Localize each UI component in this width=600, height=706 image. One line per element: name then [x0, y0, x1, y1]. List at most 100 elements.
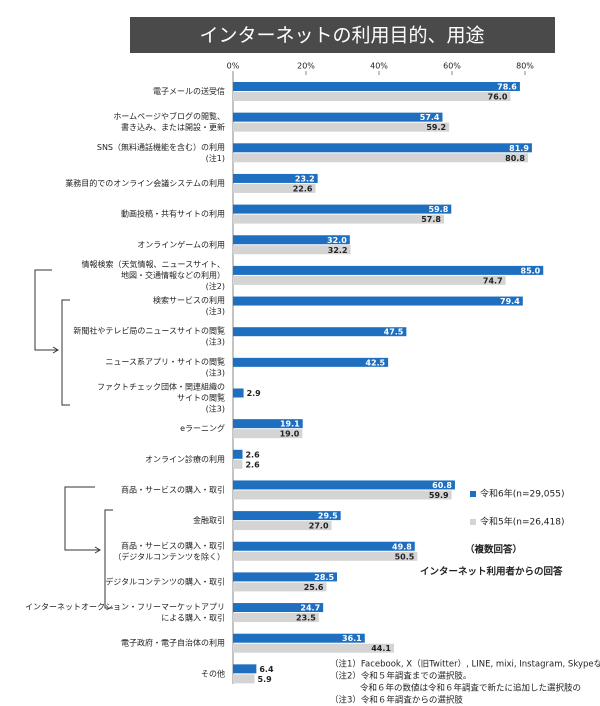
chart-title: インターネットの利用目的、用途 — [199, 25, 484, 47]
category-note: (注3) — [206, 306, 225, 316]
bar — [233, 674, 255, 684]
legend-label: 令和5年(n=26,418) — [480, 516, 565, 528]
title-band — [130, 17, 555, 53]
bar — [233, 214, 444, 224]
bar — [233, 490, 452, 500]
category-label: 電子メールの送受信 — [153, 86, 225, 96]
category-label: 商品・サービスの購入・取引 — [121, 484, 225, 494]
category-label: 金融取引 — [193, 515, 225, 525]
bar — [233, 459, 243, 469]
legend-swatch — [470, 491, 476, 497]
footnote: （注2）令和５年調査までの選択肢。 — [330, 671, 471, 682]
bar — [233, 521, 332, 531]
x-tick-label: 40% — [370, 62, 388, 71]
bar — [233, 541, 415, 551]
x-tick-label: 0% — [227, 62, 240, 71]
footnote: 令和６年の数値は令和６年調査で新たに追加した選択肢の — [360, 683, 581, 694]
value-label: 85.0 — [521, 266, 541, 275]
bar — [233, 603, 324, 613]
bar — [233, 613, 319, 623]
value-label: 50.5 — [395, 552, 415, 561]
category-label: eラーニング — [180, 423, 225, 433]
value-label: 23.5 — [296, 614, 316, 623]
footnote: （注3）令和６年調査からの選択肢 — [330, 695, 463, 706]
category-label: インターネットオークション・フリーマーケットアプリ — [25, 603, 225, 612]
value-label: 49.8 — [392, 542, 412, 551]
bar — [233, 112, 443, 122]
bar — [233, 122, 450, 132]
bar — [233, 143, 532, 153]
value-label: 5.9 — [258, 675, 273, 684]
category-label: 情報検索（天気情報、ニュースサイト、 — [82, 259, 225, 269]
value-label: 81.9 — [509, 144, 529, 153]
value-label: 2.6 — [245, 450, 260, 459]
bar — [233, 92, 511, 101]
value-label: 22.6 — [293, 184, 313, 193]
bar — [233, 183, 316, 193]
bar — [233, 265, 544, 275]
value-label: 76.0 — [488, 93, 508, 102]
value-label: 23.2 — [295, 174, 315, 183]
x-tick-label: 80% — [516, 62, 534, 71]
category-note: (注3) — [206, 367, 225, 377]
category-label: その他 — [201, 668, 225, 678]
bar — [233, 204, 452, 214]
value-label: 59.8 — [429, 205, 449, 214]
category-label: 地図・交通情報などの利用） — [121, 270, 225, 280]
bar — [233, 429, 303, 439]
bar — [233, 357, 389, 367]
category-note: (注2) — [206, 281, 225, 291]
bar — [233, 153, 528, 163]
x-tick-label: 20% — [297, 62, 315, 71]
value-label: 44.1 — [371, 644, 391, 653]
bar — [233, 480, 455, 490]
category-label: 電子政府・電子自治体の利用 — [121, 638, 225, 648]
bar — [233, 572, 338, 582]
brackets — [34, 269, 113, 609]
bar — [233, 419, 303, 429]
category-label: ホームページやブログの閲覧、 — [113, 111, 225, 121]
value-label: 19.0 — [280, 430, 300, 439]
category-label: （デジタルコンテンツを除く） — [113, 551, 225, 561]
value-label: 6.4 — [259, 665, 274, 674]
category-note: (注1) — [206, 153, 225, 163]
value-label: 28.5 — [314, 573, 334, 582]
footnote: （注1）Facebook, X（旧Twitter）, LINE, mixi, I… — [330, 659, 600, 670]
category-label: 検索サービスの利用 — [153, 295, 225, 305]
annotation: （複数回答） — [465, 544, 522, 556]
value-label: 36.1 — [342, 634, 362, 643]
value-label: 57.4 — [420, 113, 440, 122]
bar — [233, 173, 318, 183]
category-label: 動画投稿・共有サイトの利用 — [121, 209, 225, 219]
category-label: デジタルコンテンツの購入・取引 — [105, 576, 225, 586]
bar — [233, 275, 506, 285]
category-note: (注3) — [206, 337, 225, 347]
value-label: 57.8 — [421, 215, 441, 224]
category-label: サイトの閲覧 — [177, 393, 225, 403]
category-note: (注3) — [206, 404, 225, 414]
bar — [233, 582, 327, 592]
bar — [233, 511, 341, 521]
value-label: 32.2 — [328, 246, 348, 255]
bar — [233, 296, 523, 306]
bar — [233, 633, 365, 643]
value-label: 79.4 — [500, 297, 520, 306]
category-label: 新聞社やテレビ局のニュースサイトの閲覧 — [73, 326, 225, 336]
category-label: SNS（無料通話機能を含む）の利用 — [97, 142, 225, 152]
bar — [233, 388, 244, 398]
value-label: 32.0 — [327, 236, 347, 245]
value-label: 60.8 — [432, 481, 452, 490]
value-label: 24.7 — [300, 604, 320, 613]
value-label: 59.2 — [426, 123, 446, 132]
value-label: 29.5 — [318, 512, 338, 521]
bar — [233, 551, 418, 561]
value-label: 25.6 — [304, 583, 324, 592]
bar — [233, 449, 243, 459]
value-label: 2.9 — [247, 389, 262, 398]
value-label: 27.0 — [309, 522, 329, 531]
category-label: 書き込み、または開設・更新 — [121, 122, 225, 132]
bar — [233, 82, 520, 91]
value-label: 59.9 — [429, 491, 449, 500]
bar — [233, 643, 394, 653]
